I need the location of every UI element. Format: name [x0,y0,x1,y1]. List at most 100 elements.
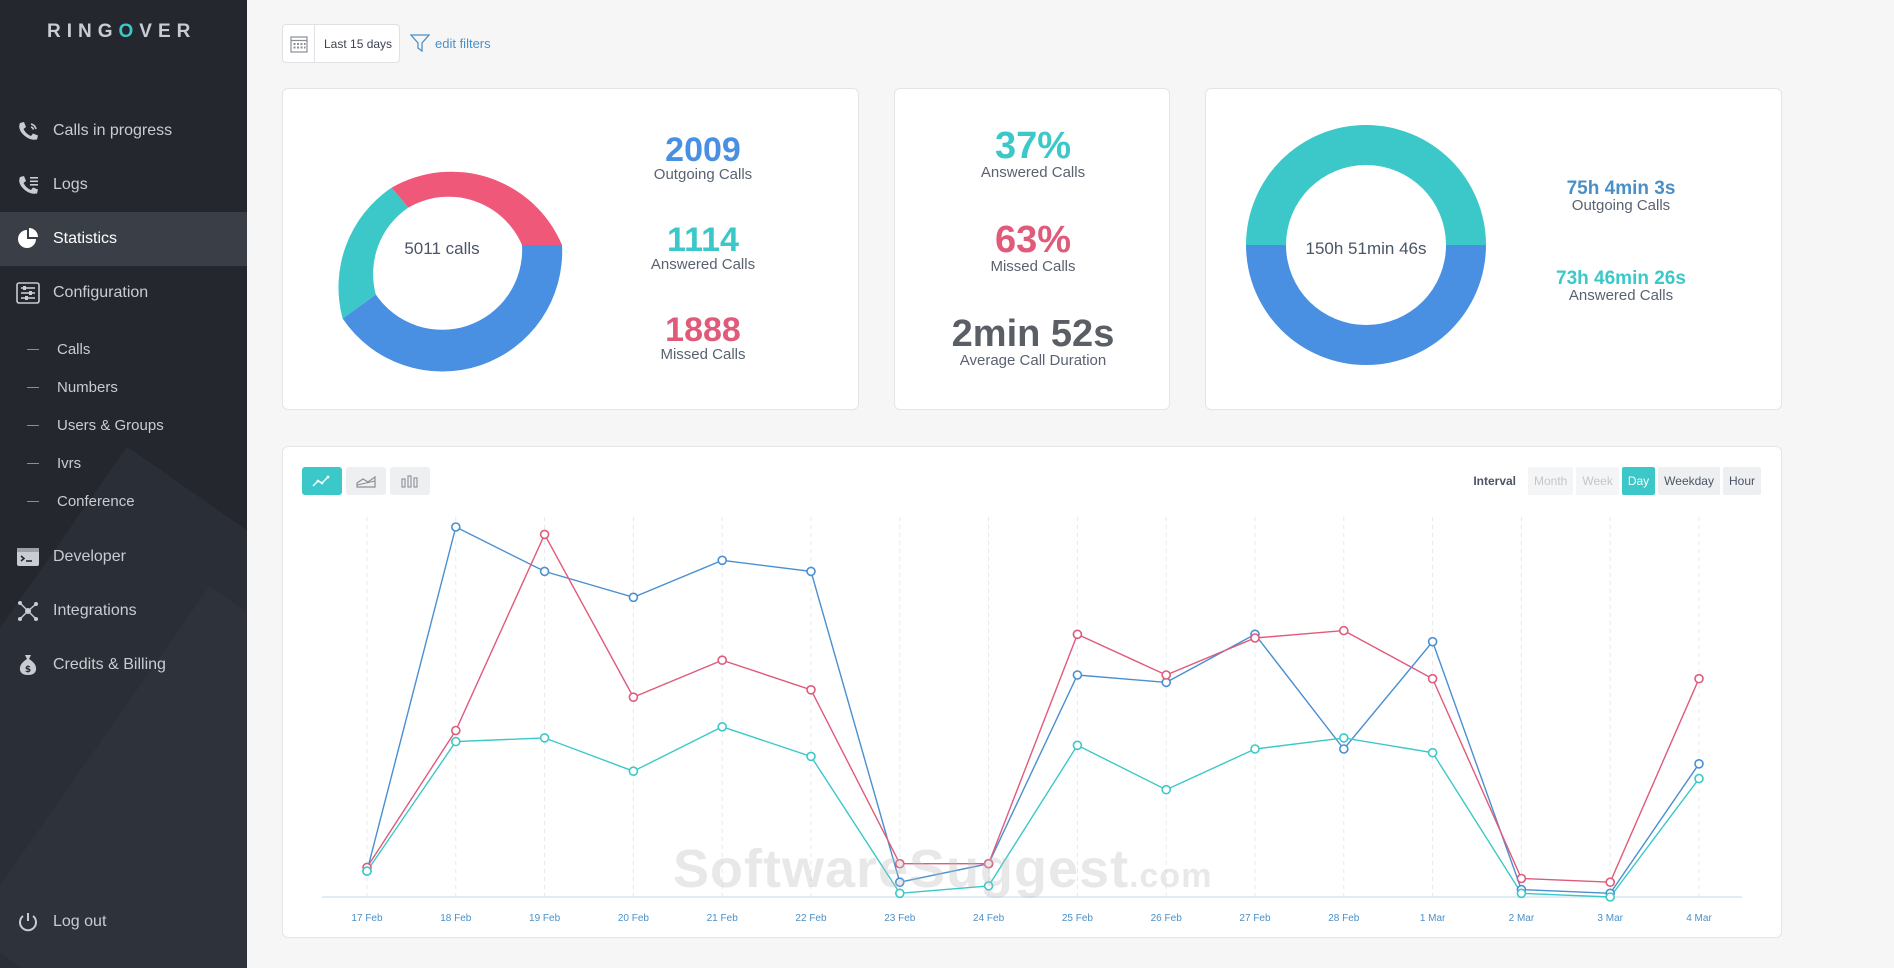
average-duration-value: 2min 52s [951,313,1115,355]
sliders-icon [14,282,42,304]
sidebar-item-configuration[interactable]: Configuration [0,266,247,320]
line-chart-icon [312,475,330,487]
watermark: SoftwareSuggest.com [673,838,1212,900]
donut-segment-answered [338,187,409,319]
sidebar-item-logs[interactable]: Logs [0,158,247,212]
duration-summary-card: 150h 51min 46s 75h 4min 3s Outgoing Call… [1205,88,1782,410]
sidebar-subitem-ivrs[interactable]: Ivrs [0,448,247,478]
power-icon [14,911,42,933]
edit-filters-link[interactable]: edit filters [410,33,491,53]
pie-chart-icon [14,228,42,250]
sidebar-item-statistics[interactable]: Statistics [0,212,247,266]
area-chart-icon [356,475,376,488]
interval-label: Interval [1473,474,1516,488]
calls-summary-card: 5011 calls 2009 Outgoing Calls 1114 Answ… [282,88,859,410]
area-chart-view-button[interactable] [346,467,386,495]
average-duration-label: Average Call Duration [959,352,1107,369]
outgoing-calls-label: Outgoing Calls [653,166,753,183]
terminal-icon [14,546,42,568]
dash-icon [27,462,39,464]
funnel-icon [410,34,430,53]
sidebar-item-calls-in-progress[interactable]: Calls in progress [0,104,247,158]
sidebar-subitem-label: Conference [57,492,135,510]
interval-option-month[interactable]: Month [1528,467,1574,495]
answered-rate-value: 37% [994,125,1072,167]
svg-text:$: $ [25,665,31,675]
outgoing-duration-value: 75h 4min 3s [1566,178,1676,199]
donut-segment-answered-duration [1246,125,1486,245]
duration-total: 150h 51min 46s [1305,239,1427,258]
sidebar-item-label: Integrations [53,602,137,619]
sidebar-subitem-conference[interactable]: Conference [0,486,247,516]
dash-icon [27,386,39,388]
sidebar-subitem-numbers[interactable]: Numbers [0,372,247,402]
date-range-label: Last 15 days [324,36,393,51]
sidebar-item-developer[interactable]: Developer [0,530,247,584]
missed-rate-value: 63% [994,219,1072,261]
calendar-icon [283,25,315,62]
watermark-main: SoftwareSuggest [673,839,1130,899]
sidebar-item-label: Calls in progress [53,122,173,139]
sidebar-subitem-label: Numbers [57,378,118,396]
answered-calls-label: Answered Calls [650,256,756,273]
answered-rate-stat: 37% Answered Calls [895,127,1171,180]
dash-icon [27,348,39,350]
sidebar-item-label: Developer [53,548,126,565]
sidebar-subitem-label: Users & Groups [57,416,164,434]
sidebar-subitem-calls[interactable]: Calls [0,334,247,364]
calls-total: 5011 calls [404,239,480,258]
duration-donut-chart [1246,125,1486,365]
answered-calls-stat: 1114 Answered Calls [613,223,793,272]
interval-option-week[interactable]: Week [1576,467,1619,495]
line-chart-view-button[interactable] [302,467,342,495]
answered-duration-value: 73h 46min 26s [1556,268,1686,289]
missed-rate-label: Missed Calls [990,258,1076,275]
sidebar-item-label: Configuration [53,284,149,301]
phone-icon [14,120,42,142]
sidebar-subitem-users-groups[interactable]: Users & Groups [0,410,247,440]
call-rate-card: 37% Answered Calls 63% Missed Calls 2min… [894,88,1170,410]
answered-rate-label: Answered Calls [980,164,1086,181]
interval-selector: Interval Month Week Day Weekday Hour [1469,467,1761,495]
outgoing-calls-value: 2009 [665,131,741,169]
missed-calls-stat: 1888 Missed Calls [613,313,793,362]
bar-chart-icon [401,475,418,488]
donut-segment-outgoing [342,245,563,372]
watermark-suffix: .com [1129,857,1213,895]
outgoing-duration-stat: 75h 4min 3s Outgoing Calls [1526,179,1716,213]
outgoing-duration-label: Outgoing Calls [1571,197,1671,214]
donut-segment-outgoing-duration [1246,245,1486,365]
missed-rate-stat: 63% Missed Calls [895,221,1171,274]
sidebar-item-integrations[interactable]: Integrations [0,584,247,638]
logout-button[interactable]: Log out [0,895,247,949]
phone-log-icon [14,174,42,196]
sidebar-subitem-label: Ivrs [57,454,82,472]
sidebar-subitem-label: Calls [57,340,91,358]
sidebar: RINGOVER Calls in progress Logs Statisti… [0,0,247,968]
sidebar-item-credits-billing[interactable]: $ Credits & Billing [0,638,247,692]
money-bag-icon: $ [14,654,42,676]
dash-icon [27,424,39,426]
answered-calls-value: 1114 [667,221,739,259]
missed-calls-value: 1888 [665,311,741,349]
interval-option-day[interactable]: Day [1621,467,1656,495]
chart-view-switcher [302,467,434,495]
logout-label: Log out [53,913,107,930]
date-range-picker[interactable]: Last 15 days [282,24,400,63]
bar-chart-view-button[interactable] [390,467,430,495]
answered-duration-stat: 73h 46min 26s Answered Calls [1526,269,1716,303]
edit-filters-label: edit filters [435,35,491,51]
donut-segment-missed [391,171,562,245]
interval-option-weekday[interactable]: Weekday [1658,467,1720,495]
calls-donut-chart [338,171,563,372]
ringover-logo[interactable]: RINGOVER [47,21,197,42]
average-duration-stat: 2min 52s Average Call Duration [895,315,1171,368]
network-icon [14,600,42,622]
answered-duration-label: Answered Calls [1568,287,1674,304]
interval-option-hour[interactable]: Hour [1722,467,1761,495]
outgoing-calls-stat: 2009 Outgoing Calls [613,133,793,182]
sidebar-item-label: Logs [53,176,88,193]
missed-calls-label: Missed Calls [660,346,746,363]
sidebar-item-label: Statistics [53,230,118,247]
dash-icon [27,500,39,502]
